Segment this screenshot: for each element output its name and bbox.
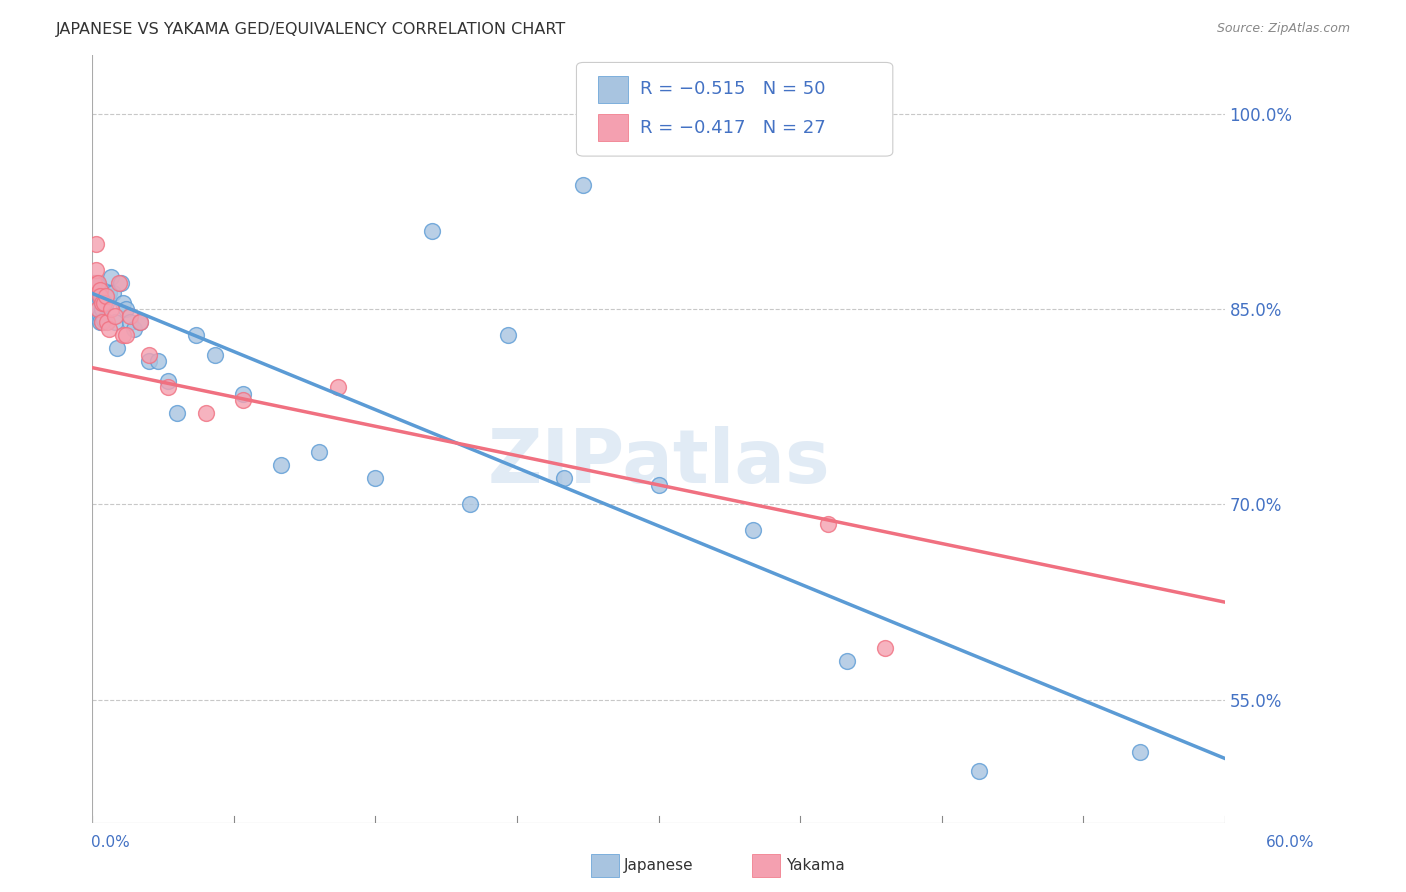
Point xyxy=(128,315,150,329)
Point xyxy=(270,458,292,473)
Point xyxy=(89,289,111,303)
Point xyxy=(90,295,112,310)
Point xyxy=(111,328,134,343)
Point xyxy=(107,276,129,290)
Point xyxy=(156,374,179,388)
Point xyxy=(93,295,115,310)
Point xyxy=(156,380,179,394)
Point xyxy=(89,292,111,306)
Point xyxy=(83,289,105,303)
Point xyxy=(120,315,142,329)
Point xyxy=(84,276,107,290)
Point xyxy=(232,393,254,408)
Point xyxy=(93,295,115,310)
Text: Source: ZipAtlas.com: Source: ZipAtlas.com xyxy=(1216,22,1350,36)
Point xyxy=(628,107,651,121)
Point xyxy=(194,406,217,420)
Point xyxy=(84,237,107,252)
Point xyxy=(100,302,122,317)
Point xyxy=(98,286,121,301)
Point xyxy=(364,471,387,485)
Point xyxy=(741,524,763,538)
Text: R = −0.417   N = 27: R = −0.417 N = 27 xyxy=(640,119,825,136)
Point xyxy=(104,315,127,329)
Point xyxy=(93,312,115,326)
Text: JAPANESE VS YAKAMA GED/EQUIVALENCY CORRELATION CHART: JAPANESE VS YAKAMA GED/EQUIVALENCY CORRE… xyxy=(56,22,567,37)
Point xyxy=(90,315,112,329)
Point xyxy=(204,348,226,362)
Point xyxy=(89,283,111,297)
Text: 60.0%: 60.0% xyxy=(1267,836,1315,850)
Point xyxy=(104,309,127,323)
Point xyxy=(873,640,896,655)
Point xyxy=(837,654,859,668)
Point xyxy=(120,309,142,323)
Point xyxy=(496,328,519,343)
Point xyxy=(420,224,443,238)
Text: Japanese: Japanese xyxy=(624,858,695,872)
Point xyxy=(87,302,110,317)
Point xyxy=(115,302,138,317)
Point xyxy=(138,354,160,368)
Point xyxy=(94,295,117,310)
Point xyxy=(111,295,134,310)
Text: 0.0%: 0.0% xyxy=(91,836,131,850)
Point xyxy=(89,309,111,323)
Point xyxy=(94,289,117,303)
Point xyxy=(647,478,669,492)
Point xyxy=(105,341,128,355)
Point xyxy=(553,471,575,485)
Point xyxy=(817,516,839,531)
Point xyxy=(84,295,107,310)
Point xyxy=(148,354,170,368)
Point xyxy=(115,328,138,343)
Point xyxy=(110,276,132,290)
Point xyxy=(83,276,105,290)
Point xyxy=(1129,745,1152,759)
Point xyxy=(96,315,118,329)
Point xyxy=(87,276,110,290)
Point xyxy=(101,286,124,301)
Point xyxy=(90,302,112,317)
Point xyxy=(128,315,150,329)
Text: Yakama: Yakama xyxy=(786,858,845,872)
Text: R = −0.515   N = 50: R = −0.515 N = 50 xyxy=(640,80,825,98)
Point xyxy=(572,178,595,193)
Point xyxy=(326,380,349,394)
Point xyxy=(184,328,207,343)
Point xyxy=(122,321,145,335)
Point xyxy=(232,386,254,401)
Point xyxy=(96,289,118,303)
Point xyxy=(138,348,160,362)
Point xyxy=(969,764,991,779)
Point xyxy=(100,269,122,284)
Point xyxy=(87,286,110,301)
Point xyxy=(458,497,481,511)
Point xyxy=(84,309,107,323)
Point xyxy=(98,321,121,335)
Text: ZIPatlas: ZIPatlas xyxy=(488,425,830,499)
Point xyxy=(90,315,112,329)
Point xyxy=(90,292,112,306)
Point xyxy=(89,315,111,329)
Point xyxy=(166,406,188,420)
Point xyxy=(308,445,330,459)
Point xyxy=(83,276,105,290)
Point xyxy=(84,263,107,277)
Point xyxy=(87,302,110,317)
Point xyxy=(87,278,110,293)
